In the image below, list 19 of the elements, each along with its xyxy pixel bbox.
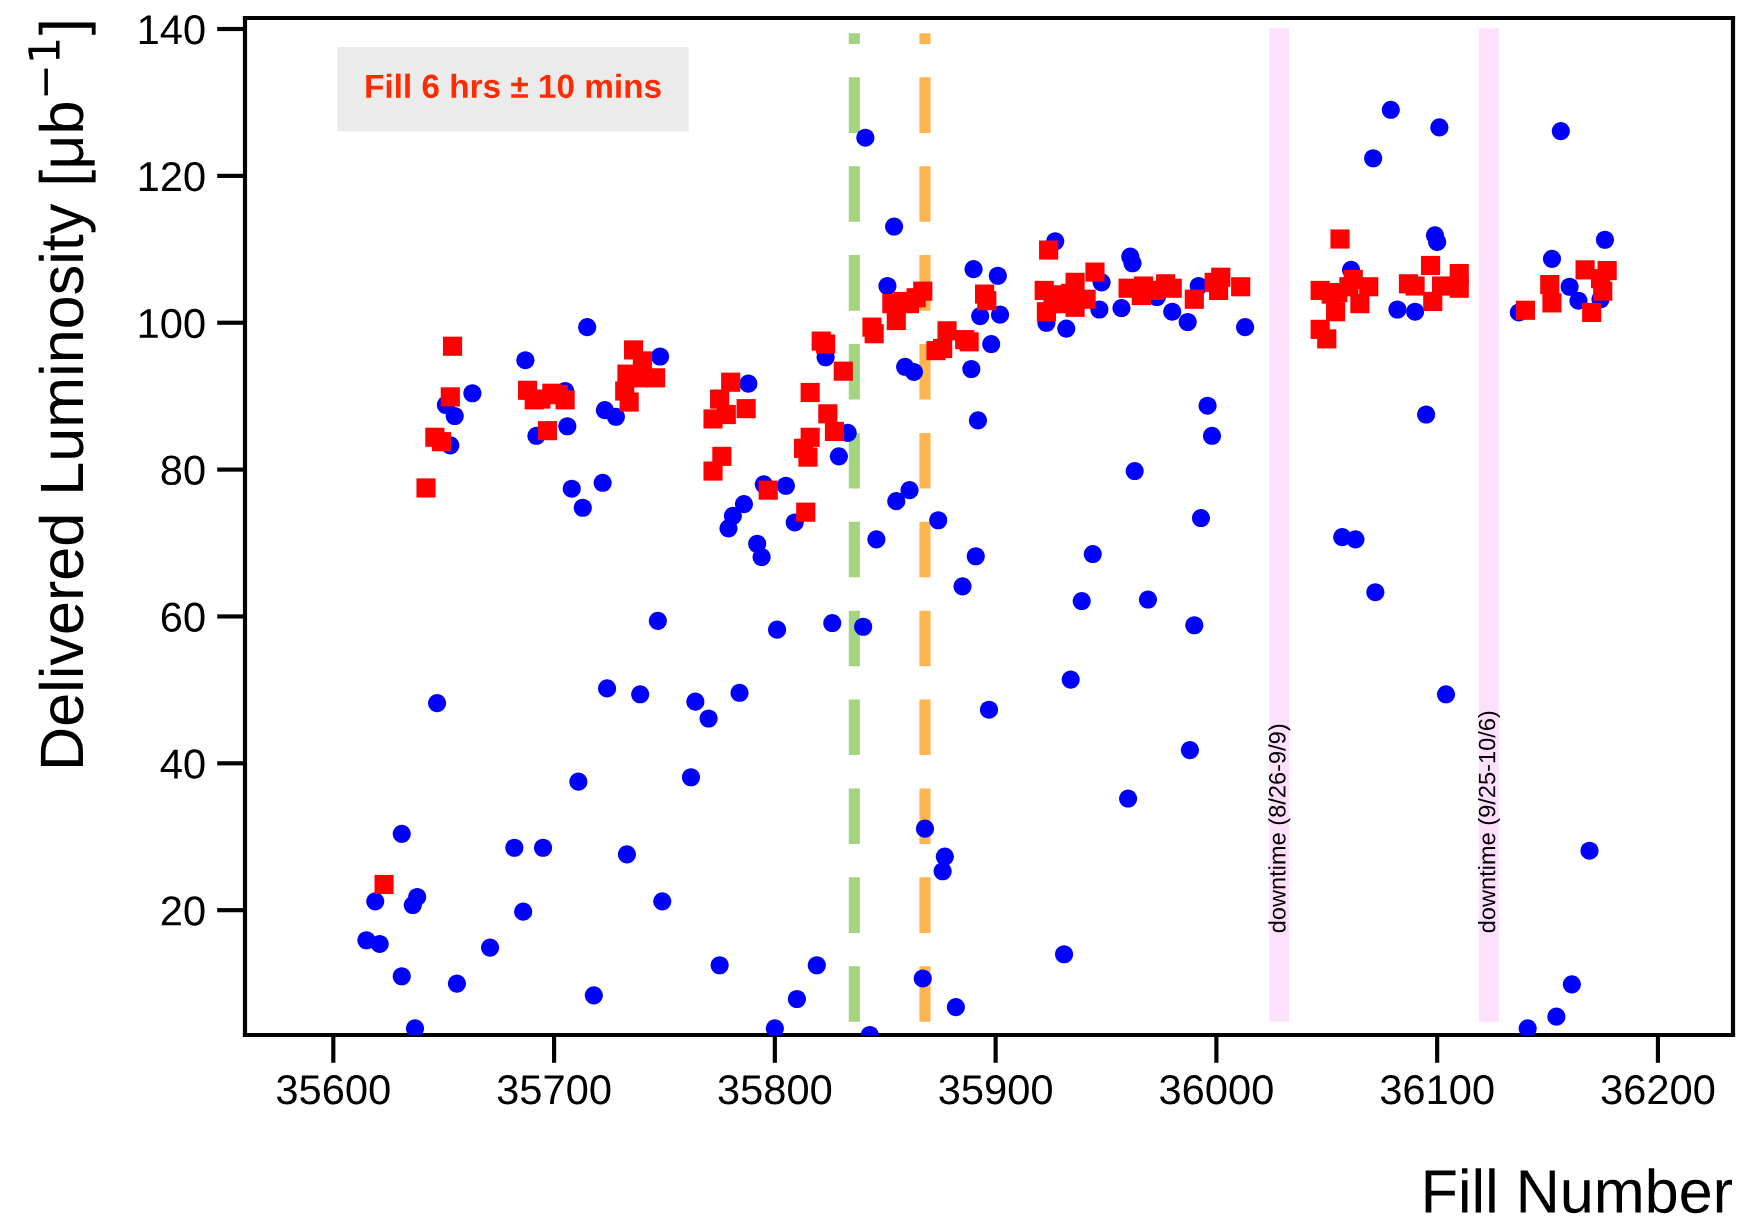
y-tick-label: 100 [139, 308, 205, 339]
y-tick-label: 20 [161, 896, 205, 926]
x-tick-label: 36200 [1601, 1074, 1715, 1105]
x-axis-title: Fill Number [1425, 1168, 1732, 1214]
y-tick-label: 40 [160, 749, 205, 779]
y-axis-title: Delivered Luminosity [μb$^{−1}$] [28, 22, 96, 766]
x-tick-label: 35900 [939, 1074, 1052, 1105]
y-tick-label: 120 [139, 161, 205, 192]
annotation: Fill 6 hrs ± 10 mins [366, 73, 661, 99]
x-tick-label: 36100 [1380, 1074, 1494, 1105]
x-tick-label: 35800 [718, 1074, 832, 1105]
band-label: downtime (9/25-10/6) [1478, 711, 1501, 933]
x-tick-label: 36000 [1160, 1074, 1273, 1105]
y-tick-label: 80 [161, 455, 205, 486]
band-label: downtime (8/26-9/9) [1268, 724, 1291, 933]
y-tick-label: 60 [161, 602, 205, 632]
x-tick-label: 35700 [497, 1074, 611, 1105]
x-tick-label: 35600 [276, 1074, 390, 1105]
y-tick-label: 140 [139, 15, 205, 45]
